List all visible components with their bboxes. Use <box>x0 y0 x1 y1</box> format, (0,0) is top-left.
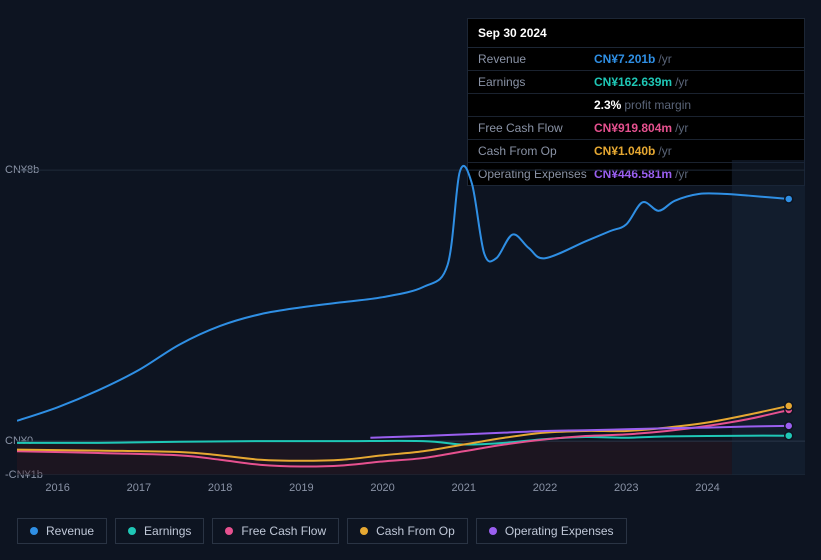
legend-dot-icon <box>128 527 136 535</box>
legend-item-label: Earnings <box>144 524 191 538</box>
tooltip-row-unit: /yr <box>675 75 688 89</box>
tooltip-row: Free Cash FlowCN¥919.804m/yr <box>468 117 804 140</box>
series-cfo-end-dot <box>785 402 793 410</box>
legend-item-opex[interactable]: Operating Expenses <box>476 518 627 544</box>
x-axis-tick: 2017 <box>127 482 151 494</box>
x-axis-tick: 2022 <box>533 482 557 494</box>
tooltip-row-label: Free Cash Flow <box>478 121 594 135</box>
tooltip-row-value: 2.3% <box>594 98 621 112</box>
x-axis-tick: 2023 <box>614 482 638 494</box>
tooltip-row: EarningsCN¥162.639m/yr <box>468 71 804 94</box>
tooltip-row-value: CN¥1.040b <box>594 144 655 158</box>
series-revenue-end-dot <box>785 195 793 203</box>
tooltip-row-label: Cash From Op <box>478 144 594 158</box>
tooltip-date: Sep 30 2024 <box>468 19 804 48</box>
legend-item-label: Free Cash Flow <box>241 524 326 538</box>
tooltip-row-unit: /yr <box>658 52 671 66</box>
tooltip-row-label: Revenue <box>478 52 594 66</box>
chart-area[interactable] <box>17 160 805 475</box>
legend-dot-icon <box>30 527 38 535</box>
x-axis-tick: 2019 <box>289 482 313 494</box>
legend-item-revenue[interactable]: Revenue <box>17 518 107 544</box>
x-axis-tick: 2021 <box>452 482 476 494</box>
tooltip-row-unit: /yr <box>675 121 688 135</box>
legend-bar: Revenue Earnings Free Cash Flow Cash From O… <box>17 518 627 544</box>
tooltip-row-unit: profit margin <box>624 98 691 112</box>
series-revenue <box>17 166 789 421</box>
tooltip-row: RevenueCN¥7.201b/yr <box>468 48 804 71</box>
tooltip-row-value: CN¥7.201b <box>594 52 655 66</box>
x-axis: 2016 2017 2018 2019 2020 2021 2022 2023 2024 <box>17 482 805 502</box>
series-opex-end-dot <box>785 422 793 430</box>
tooltip-row-value: CN¥162.639m <box>594 75 672 89</box>
legend-dot-icon <box>360 527 368 535</box>
legend-item-label: Operating Expenses <box>505 524 614 538</box>
x-axis-tick: 2020 <box>370 482 394 494</box>
legend-dot-icon <box>225 527 233 535</box>
tooltip-row-label: Earnings <box>478 75 594 89</box>
legend-item-label: Cash From Op <box>376 524 455 538</box>
legend-dot-icon <box>489 527 497 535</box>
x-axis-tick: 2024 <box>695 482 719 494</box>
tooltip-row-unit: /yr <box>658 144 671 158</box>
tooltip-row: 2.3%profit margin <box>468 94 804 117</box>
series-earnings-end-dot <box>785 432 793 440</box>
legend-item-fcf[interactable]: Free Cash Flow <box>212 518 339 544</box>
legend-item-earnings[interactable]: Earnings <box>115 518 204 544</box>
x-axis-tick: 2018 <box>208 482 232 494</box>
legend-item-label: Revenue <box>46 524 94 538</box>
legend-item-cfo[interactable]: Cash From Op <box>347 518 468 544</box>
tooltip-row-value: CN¥919.804m <box>594 121 672 135</box>
x-axis-tick: 2016 <box>45 482 69 494</box>
